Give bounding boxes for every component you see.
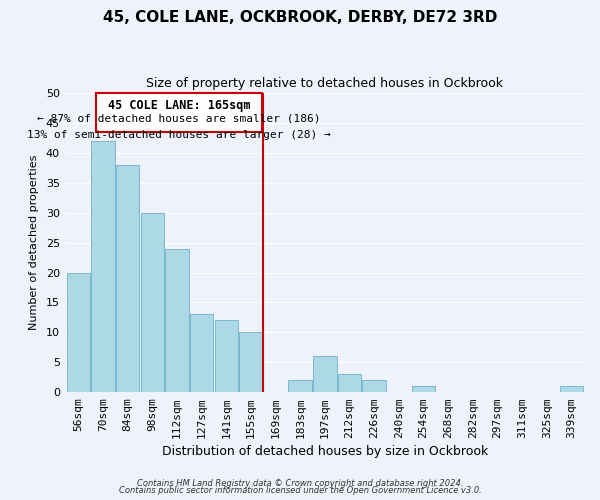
Bar [91,141,115,392]
Bar [239,332,263,392]
Text: Contains public sector information licensed under the Open Government Licence v3: Contains public sector information licen… [119,486,481,495]
Bar [338,374,361,392]
Bar [116,165,139,392]
X-axis label: Distribution of detached houses by size in Ockbrook: Distribution of detached houses by size … [162,444,488,458]
Bar [165,248,188,392]
Title: Size of property relative to detached houses in Ockbrook: Size of property relative to detached ho… [146,78,503,90]
Bar [313,356,337,392]
Bar [560,386,583,392]
Text: ← 87% of detached houses are smaller (186): ← 87% of detached houses are smaller (18… [37,114,321,124]
Bar [140,212,164,392]
Text: Contains HM Land Registry data © Crown copyright and database right 2024.: Contains HM Land Registry data © Crown c… [137,478,463,488]
Bar [67,272,90,392]
Bar [362,380,386,392]
Bar [289,380,312,392]
Bar [412,386,435,392]
Y-axis label: Number of detached properties: Number of detached properties [29,155,39,330]
Bar [96,93,262,132]
Text: 45, COLE LANE, OCKBROOK, DERBY, DE72 3RD: 45, COLE LANE, OCKBROOK, DERBY, DE72 3RD [103,10,497,25]
Bar [190,314,213,392]
Bar [215,320,238,392]
Text: 45 COLE LANE: 165sqm: 45 COLE LANE: 165sqm [108,99,250,112]
Text: 13% of semi-detached houses are larger (28) →: 13% of semi-detached houses are larger (… [27,130,331,140]
